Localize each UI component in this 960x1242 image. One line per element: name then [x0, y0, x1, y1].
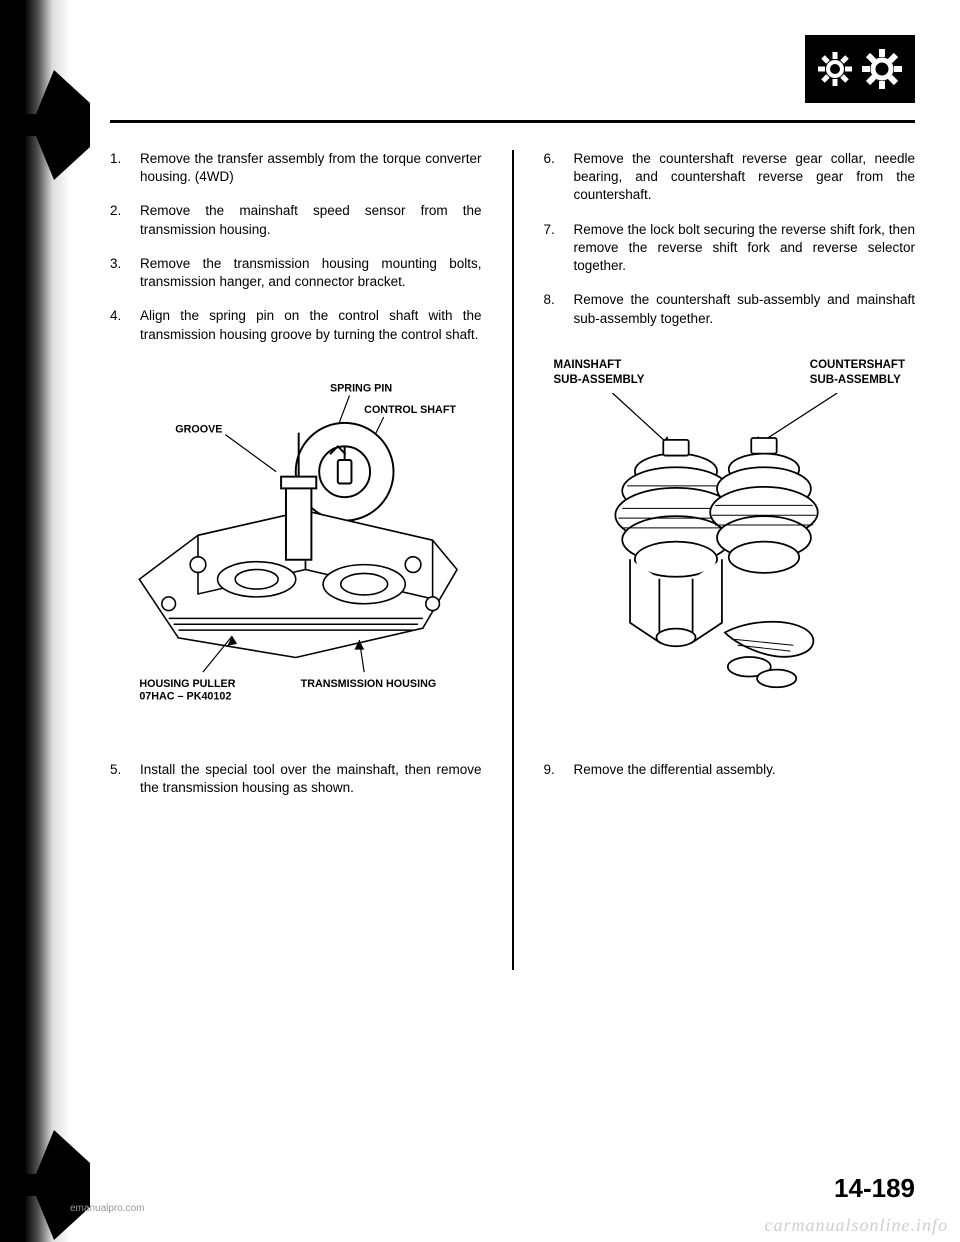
step-text: Remove the differential assembly.: [574, 761, 916, 779]
list-item: 2. Remove the mainshaft speed sensor from…: [110, 202, 482, 238]
list-item: 8. Remove the countershaft sub-assembly a…: [544, 291, 916, 327]
step-number: 4.: [110, 307, 126, 343]
left-column: 1. Remove the transfer assembly from the …: [110, 150, 482, 1162]
step-number: 6.: [544, 150, 560, 205]
step-text: Remove the countershaft reverse gear col…: [574, 150, 916, 205]
left-diagram: SPRING PIN CONTROL SHAFT GROOVE: [110, 374, 482, 721]
step-text: Remove the transmission housing mounting…: [140, 255, 482, 291]
step-text: Align the spring pin on the control shaf…: [140, 307, 482, 343]
step-number: 1.: [110, 150, 126, 186]
list-item: 4. Align the spring pin on the control sh…: [110, 307, 482, 343]
diagram-label: COUNTERSHAFT: [810, 358, 905, 374]
step-list-left-2: 5. Install the special tool over the main…: [110, 761, 482, 797]
diagram-label: TRANSMISSION HOUSING: [301, 678, 437, 690]
binder-edge: [0, 0, 70, 1242]
horizontal-rule: [110, 120, 915, 123]
transmission-housing-diagram-icon: SPRING PIN CONTROL SHAFT GROOVE: [110, 374, 482, 716]
step-number: 3.: [110, 255, 126, 291]
step-number: 7.: [544, 221, 560, 276]
list-item: 6. Remove the countershaft reverse gear c…: [544, 150, 916, 205]
list-item: 1. Remove the transfer assembly from the …: [110, 150, 482, 186]
shaft-assembly-diagram-icon: [544, 393, 916, 716]
step-list-right-2: 9. Remove the differential assembly.: [544, 761, 916, 779]
step-text: Remove the transfer assembly from the to…: [140, 150, 482, 186]
step-number: 2.: [110, 202, 126, 238]
list-item: 3. Remove the transmission housing mounti…: [110, 255, 482, 291]
gear-logo-icon: [805, 35, 915, 103]
page-number: 14-189: [834, 1173, 915, 1204]
column-divider: [512, 150, 514, 970]
list-item: 5. Install the special tool over the main…: [110, 761, 482, 797]
diagram-label: SUB-ASSEMBLY: [810, 373, 905, 389]
list-item: 9. Remove the differential assembly.: [544, 761, 916, 779]
step-list-left-1: 1. Remove the transfer assembly from the …: [110, 150, 482, 344]
content-area: 1. Remove the transfer assembly from the …: [110, 150, 915, 1162]
watermark-right: carmanualsonline.info: [765, 1215, 949, 1236]
list-item: 7. Remove the lock bolt securing the reve…: [544, 221, 916, 276]
diagram-label: SUB-ASSEMBLY: [554, 373, 645, 389]
step-list-right-1: 6. Remove the countershaft reverse gear c…: [544, 150, 916, 328]
step-number: 8.: [544, 291, 560, 327]
step-number: 9.: [544, 761, 560, 779]
diagram-label: GROOVE: [175, 423, 222, 435]
step-number: 5.: [110, 761, 126, 797]
step-text: Install the special tool over the mainsh…: [140, 761, 482, 797]
diagram-label-row: MAINSHAFT SUB-ASSEMBLY COUNTERSHAFT SUB-…: [544, 358, 916, 393]
watermark-left: emanualpro.com: [70, 1203, 144, 1214]
right-diagram: MAINSHAFT SUB-ASSEMBLY COUNTERSHAFT SUB-…: [544, 358, 916, 721]
diagram-label: CONTROL SHAFT: [364, 404, 456, 416]
diagram-label: 07HAC – PK40102: [139, 690, 231, 702]
step-text: Remove the lock bolt securing the revers…: [574, 221, 916, 276]
diagram-label: SPRING PIN: [330, 382, 392, 394]
diagram-label: HOUSING PULLER: [139, 678, 235, 690]
right-column: 6. Remove the countershaft reverse gear c…: [544, 150, 916, 1162]
diagram-label: MAINSHAFT: [554, 358, 645, 374]
step-text: Remove the countershaft sub-assembly and…: [574, 291, 916, 327]
step-text: Remove the mainshaft speed sensor from t…: [140, 202, 482, 238]
